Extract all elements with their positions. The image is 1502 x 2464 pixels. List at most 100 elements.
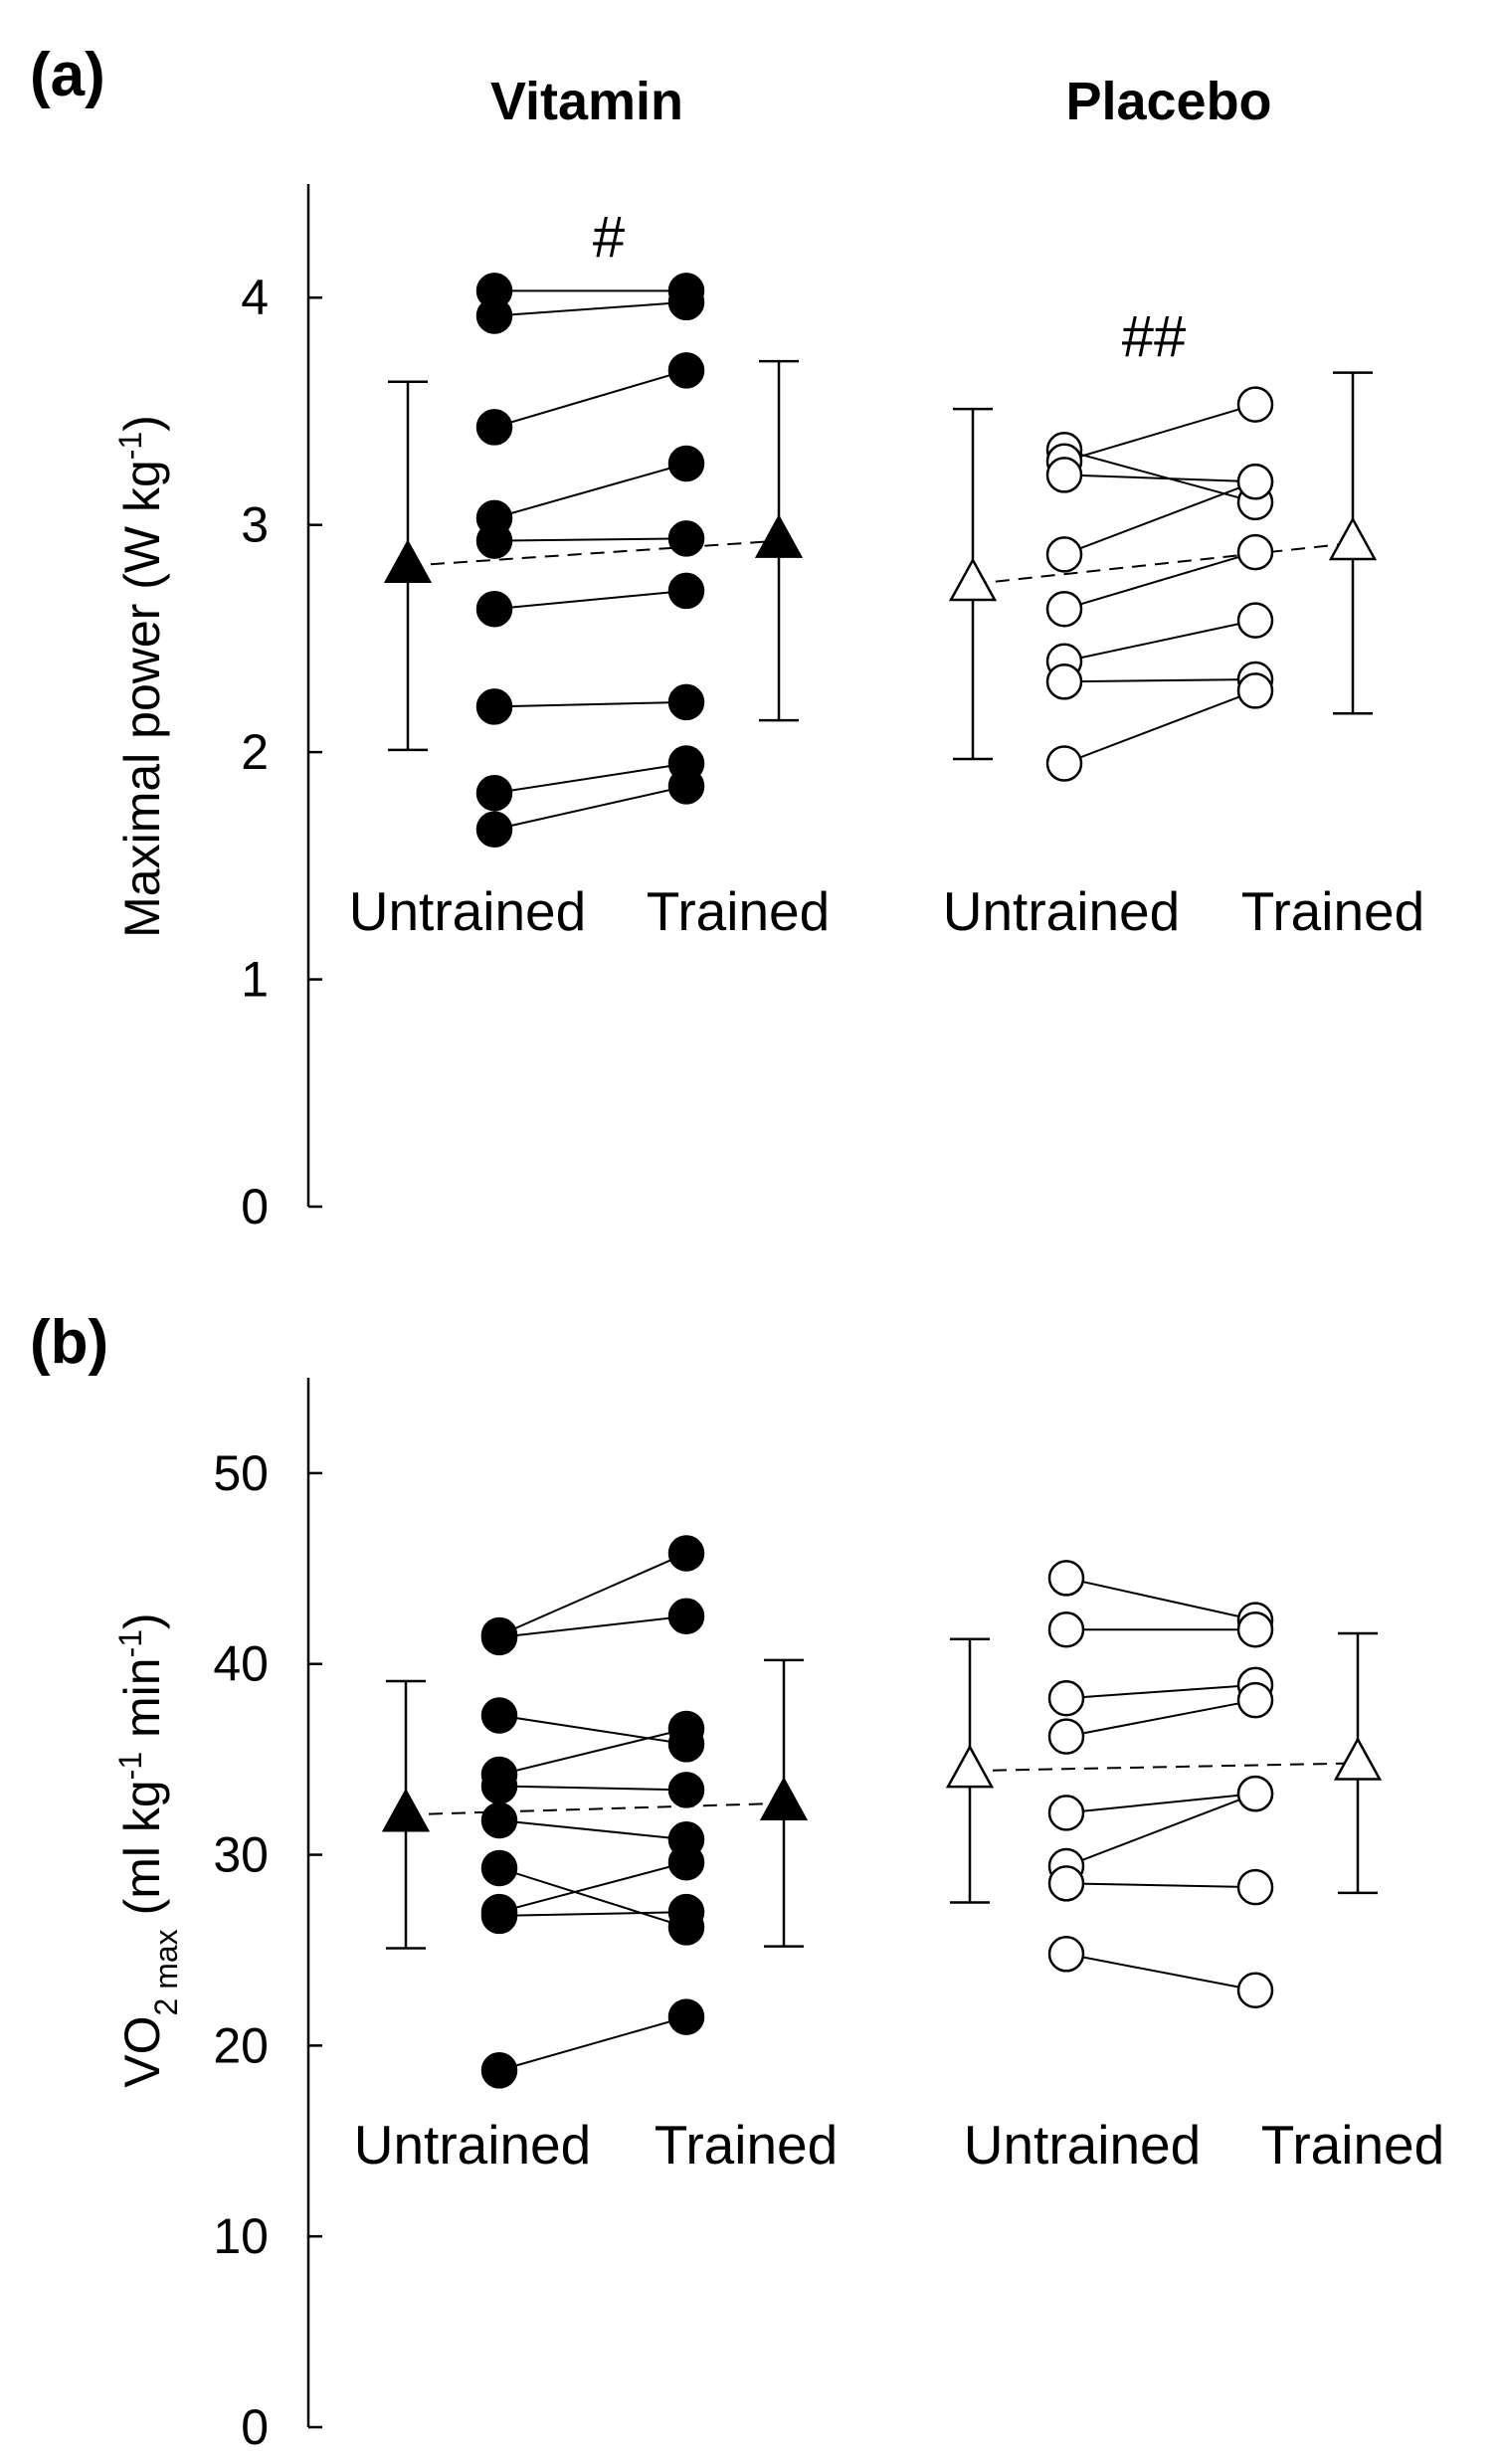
panel-b-label-vitamin-trained: Trained — [655, 2114, 838, 2176]
panel-b-vitamin-point-untrained-6 — [480, 1849, 518, 1887]
panel-a-vitamin-point-trained-4 — [667, 520, 705, 557]
panel-a-placebo-connector-2 — [1063, 474, 1256, 483]
panel-b-vitamin-connector-6 — [498, 1867, 687, 1929]
panel-a-y-tick-label-3: 3 — [241, 497, 269, 553]
panel-a-vitamin-point-trained-8 — [667, 768, 705, 805]
panel-b-placebo-mean-marker-trained — [1333, 1736, 1383, 1781]
panel-b-label-placebo-trained: Trained — [1261, 2114, 1444, 2176]
panel-b-placebo-connector-5 — [1065, 1793, 1256, 1867]
panel-a-vitamin-connector-1 — [493, 300, 687, 317]
panel-a-y-tick-label-1: 1 — [241, 952, 269, 1008]
panel-b-vitamin-point-untrained-8 — [480, 1897, 518, 1935]
panel-b-y-axis: 0 10 20 30 40 50 — [213, 1378, 322, 2455]
panel-b: (b) VO2 max (ml kg-1 min-1) 01020304050 … — [30, 1308, 1444, 2455]
panel-b-vitamin-point-trained-7 — [667, 1843, 705, 1881]
panel-a-title-vitamin: Vitamin — [490, 72, 683, 131]
panel-a-label-placebo-trained: Trained — [1241, 880, 1424, 942]
panel-b-vitamin-connector-8 — [498, 1911, 687, 1917]
panel-b-placebo-point-trained-5 — [1236, 1775, 1274, 1812]
panel-a-ylabel-end: ) — [114, 415, 170, 432]
panel-b-placebo-point-trained-7 — [1236, 1972, 1274, 2008]
panel-b-placebo-point-untrained-1 — [1047, 1611, 1085, 1648]
panel-b-y-tick-label-1: 10 — [213, 2208, 269, 2264]
panel-b-vitamin-point-untrained-9 — [480, 2052, 518, 2089]
panel-b-placebo-point-trained-3 — [1236, 1681, 1274, 1719]
panel-a-y-tick-label-4: 4 — [241, 270, 269, 325]
panel-a-title-placebo: Placebo — [1065, 72, 1271, 131]
panel-b-vitamin-mean-line — [405, 1801, 785, 1816]
panel-b-placebo-point-untrained-7 — [1047, 1936, 1085, 1973]
panel-a-vitamin-point-trained-5 — [667, 572, 705, 610]
panel-b-vitamin-connector-4 — [498, 1785, 687, 1792]
panel-b-vitamin-point-trained-3 — [667, 1710, 705, 1748]
panel-b-ylabel-end: ) — [114, 1612, 170, 1629]
panel-b-vitamin-connector-0 — [498, 1552, 687, 1636]
panel-b-vitamin-point-trained-1 — [667, 1598, 705, 1635]
panel-a-y-axis-label: Maximal power (W kg-1) — [112, 415, 170, 938]
panel-a-ylabel-main: Maximal power (W kg — [114, 460, 170, 938]
panel-b-vitamin-connector-1 — [498, 1614, 687, 1638]
panel-b-label: (b) — [30, 1308, 108, 1377]
panel-b-vitamin-connector-3 — [498, 1727, 687, 1776]
panel-b-placebo-point-trained-6 — [1236, 1868, 1274, 1906]
panel-b-label-vitamin-untrained: Untrained — [354, 2114, 591, 2176]
panel-a-label-vitamin-untrained: Untrained — [349, 880, 586, 942]
panel-a-vitamin-point-trained-2 — [667, 352, 705, 389]
panel-b-y-tick-label-3: 30 — [213, 1827, 269, 1883]
panel-a-vitamin-connector-3 — [493, 463, 687, 519]
panel-a-placebo-connector-1 — [1063, 403, 1256, 463]
panel-a-vitamin-point-untrained-6 — [475, 688, 513, 725]
panel-a-significance-placebo: ## — [1122, 304, 1187, 369]
panel-a: (a) Vitamin Placebo Maximal power (W kg-… — [30, 41, 1424, 1234]
panel-b-vitamin-connector-9 — [498, 2015, 687, 2072]
panel-a-vitamin-mean-marker-untrained — [383, 539, 433, 584]
panel-a-vitamin-point-trained-3 — [667, 445, 705, 482]
panel-b-ylabel-main: VO — [114, 2015, 170, 2087]
panel-b-vitamin-mean-marker-untrained — [381, 1788, 431, 1832]
panel-a-vitamin-mean-line — [407, 539, 780, 567]
panel-b-placebo-connector-6 — [1065, 1882, 1256, 1889]
panel-b-ylabel-sub: 2 max — [148, 1929, 184, 2015]
panel-a-placebo-connector-3 — [1063, 480, 1256, 556]
panel-b-ylabel-sup2: -1 — [112, 1629, 148, 1657]
panel-a-placebo-point-trained-7 — [1236, 672, 1274, 709]
panel-a-vitamin-point-untrained-5 — [475, 590, 513, 628]
panel-a-label: (a) — [30, 41, 105, 109]
panel-a-vitamin-mean-marker-trained — [754, 514, 804, 558]
panel-b-vitamin-point-untrained-2 — [480, 1697, 518, 1734]
panel-b-label-placebo-untrained: Untrained — [964, 2114, 1201, 2176]
panel-a-placebo-point-untrained-7 — [1045, 745, 1083, 782]
panel-b-ylabel-units-a: (ml kg — [114, 1780, 170, 1929]
panel-b-placebo-point-untrained-6 — [1047, 1865, 1085, 1902]
panel-a-placebo-point-untrained-4 — [1045, 590, 1083, 628]
panel-b-placebo-point-untrained-4 — [1047, 1795, 1085, 1831]
panel-a-ylabel-sup: -1 — [112, 432, 148, 460]
panel-a-vitamin-connector-8 — [493, 785, 687, 831]
panel-a-placebo-mean-marker-trained — [1328, 516, 1378, 561]
panel-b-placebo-mean-marker-untrained — [945, 1744, 995, 1789]
panel-a-placebo-connector-7 — [1063, 689, 1256, 765]
panel-a-placebo-point-trained-1 — [1236, 386, 1274, 423]
panel-a-vitamin-point-trained-1 — [667, 284, 705, 321]
panel-b-vitamin-point-trained-0 — [667, 1535, 705, 1572]
panel-b-placebo-connector-3 — [1065, 1699, 1256, 1738]
panel-a-placebo-point-untrained-3 — [1045, 536, 1083, 573]
panel-a-label-placebo-untrained: Untrained — [943, 880, 1180, 942]
panel-b-placebo-mean-line — [969, 1762, 1359, 1773]
panel-a-placebo-mean-marker-untrained — [948, 557, 998, 602]
panel-a-vitamin-point-untrained-4 — [475, 522, 513, 559]
panel-b-placebo-connector-4 — [1065, 1793, 1256, 1814]
panel-a-y-axis: 0 1 2 3 4 — [241, 184, 322, 1234]
panel-b-placebo-point-untrained-0 — [1047, 1560, 1085, 1597]
panel-a-vitamin-point-untrained-1 — [475, 297, 513, 334]
panel-b-vitamin-point-untrained-1 — [480, 1618, 518, 1656]
panel-b-ylabel-sup1: -1 — [112, 1752, 148, 1780]
panel-a-vitamin-connector-4 — [493, 537, 687, 542]
panel-b-placebo-connector-7 — [1065, 1953, 1256, 1991]
panel-b-vitamin-mean-marker-trained — [759, 1777, 809, 1821]
panel-b-y-tick-label-5: 50 — [213, 1445, 269, 1501]
panel-b-vitamin-point-trained-9 — [667, 1998, 705, 2035]
panel-b-plot-area — [381, 1535, 1383, 2089]
panel-a-placebo-mean-line — [972, 541, 1354, 586]
